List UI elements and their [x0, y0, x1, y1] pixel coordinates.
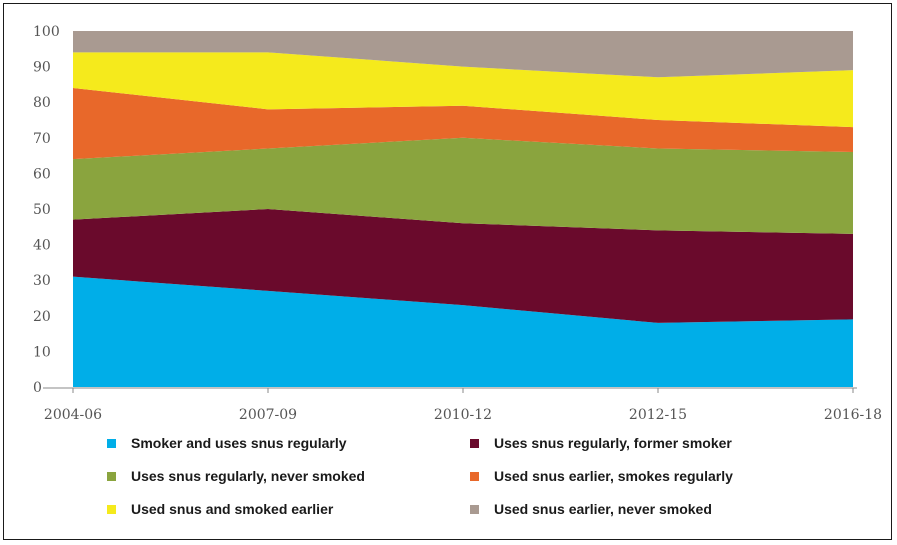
- y-tick-label: 20: [33, 309, 51, 325]
- x-tick-label: 2004-06: [44, 407, 102, 423]
- y-tick-label: 70: [33, 131, 51, 147]
- area-series-3: [73, 137, 853, 234]
- area-series-2: [73, 209, 853, 323]
- x-tick-label: 2010-12: [434, 407, 492, 423]
- area-series-group: [73, 31, 853, 387]
- y-tick-label: 100: [33, 24, 60, 40]
- y-tick-label: 90: [33, 60, 51, 76]
- area-series-1: [73, 276, 853, 387]
- y-tick-label: 40: [33, 238, 51, 254]
- y-tick-label: 10: [33, 344, 51, 360]
- y-tick-label: 0: [33, 380, 42, 396]
- area-series-5: [73, 52, 853, 128]
- axes: 0 10 20 30 40 50 60 70 80 90 100 2004-06 2007-09 2010…: [33, 24, 882, 423]
- x-tick-label: 2016-18: [824, 407, 882, 423]
- y-tick-label: 30: [33, 273, 51, 289]
- y-tick-label: 60: [33, 166, 51, 182]
- area-series-4: [73, 87, 853, 160]
- x-tick-label: 2007-09: [239, 407, 297, 423]
- area-series-6: [73, 31, 853, 78]
- y-tick-label: 50: [33, 202, 51, 218]
- x-tick-label: 2012-15: [629, 407, 687, 423]
- y-tick-label: 80: [33, 95, 51, 111]
